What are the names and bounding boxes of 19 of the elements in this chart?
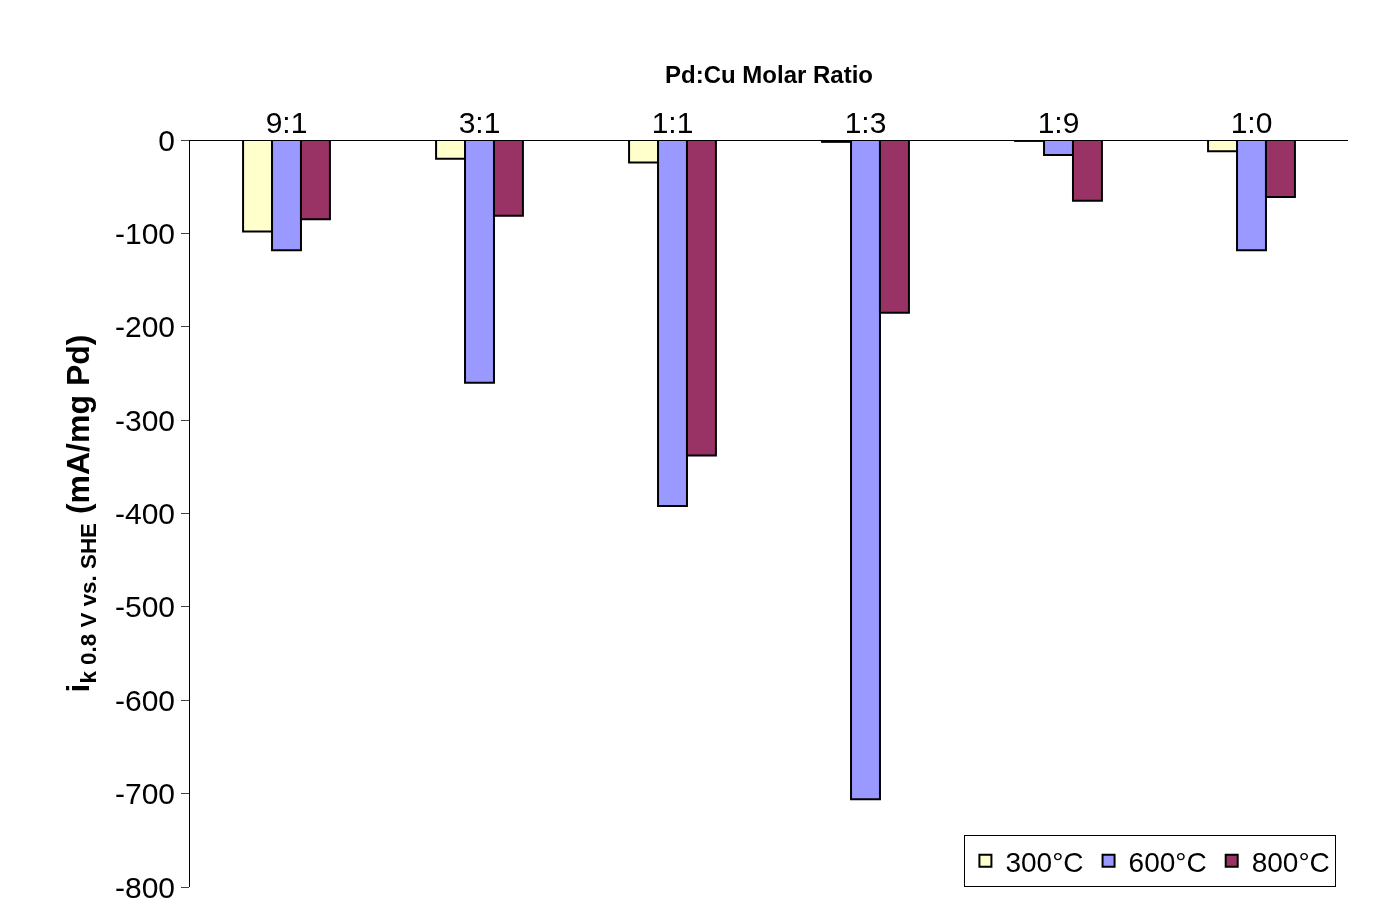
- x-tick-label: 3:1: [458, 106, 501, 139]
- legend-label: 600°C: [1128, 846, 1207, 878]
- y-tick-label: 0: [158, 123, 175, 157]
- y-tick-label: -800: [114, 870, 175, 904]
- y-tick-label: -400: [114, 497, 175, 530]
- y-tick-label: -700: [114, 777, 175, 811]
- y-tick-label: -100: [114, 216, 175, 250]
- x-tick-label: 9:1: [265, 106, 308, 139]
- y-tick-label: -500: [114, 590, 175, 624]
- legend-label: 300°C: [1005, 846, 1084, 878]
- legend-label: 800°C: [1251, 846, 1330, 878]
- y-tick-label: -600: [114, 683, 175, 717]
- y-tick-label: -300: [114, 403, 175, 437]
- x-axis-title: Pd:Cu Molar Ratio: [665, 61, 873, 89]
- x-tick-label: 1:0: [1230, 106, 1273, 139]
- y-tick-label: -200: [114, 310, 175, 344]
- x-tick-label: 1:9: [1037, 106, 1080, 139]
- x-tick-label: 1:3: [844, 106, 887, 139]
- x-tick-label: 1:1: [651, 106, 694, 139]
